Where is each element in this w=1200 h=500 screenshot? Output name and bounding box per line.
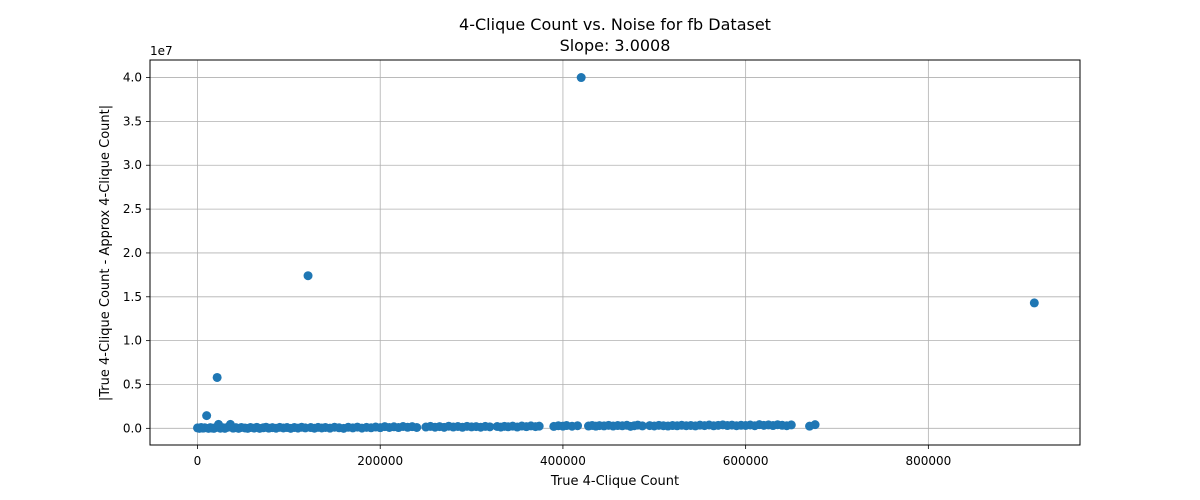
grid-lines <box>150 60 1080 445</box>
y-tick-label: 1.0 <box>123 334 142 348</box>
data-point <box>786 420 796 430</box>
x-axis-label: True 4-Clique Count <box>550 474 679 489</box>
outlier-point <box>576 73 586 83</box>
x-axis-ticks: 0 200000 400000 600000 800000 <box>194 445 951 468</box>
outlier-point <box>1029 298 1039 308</box>
y-tick-label: 0.0 <box>123 421 142 435</box>
y-offset-label: 1e7 <box>150 44 173 58</box>
y-tick-label: 3.5 <box>123 114 142 128</box>
outlier-point <box>303 271 313 281</box>
chart-subtitle: Slope: 3.0008 <box>560 36 671 55</box>
x-tick-label: 800000 <box>905 454 951 468</box>
plot-frame <box>149 59 1081 446</box>
x-tick-label: 0 <box>194 454 202 468</box>
y-tick-label: 0.5 <box>123 377 142 391</box>
outlier-point <box>212 372 222 382</box>
y-axis-label: |True 4-Clique Count - Approx 4-Clique C… <box>98 105 113 401</box>
y-tick-label: 1.5 <box>123 290 142 304</box>
y-tick-label: 3.0 <box>123 158 142 172</box>
y-axis-ticks: 0.0 0.5 1.0 1.5 2.0 2.5 3.0 3.5 4.0 <box>123 71 150 435</box>
y-tick-label: 4.0 <box>123 71 142 85</box>
x-tick-label: 200000 <box>357 454 403 468</box>
outlier-point <box>202 411 212 421</box>
x-tick-label: 400000 <box>540 454 586 468</box>
data-point <box>637 421 647 431</box>
x-tick-label: 600000 <box>723 454 769 468</box>
data-point <box>412 422 422 432</box>
data-point <box>534 421 544 431</box>
outlier-point <box>214 419 224 429</box>
chart-title: 4-Clique Count vs. Noise for fb Dataset <box>459 15 771 34</box>
data-point <box>573 421 583 431</box>
outlier-point <box>805 421 815 431</box>
data-point <box>485 422 495 432</box>
y-tick-label: 2.5 <box>123 202 142 216</box>
outlier-point <box>225 419 235 429</box>
y-tick-label: 2.0 <box>123 246 142 260</box>
data-points <box>193 73 1039 433</box>
